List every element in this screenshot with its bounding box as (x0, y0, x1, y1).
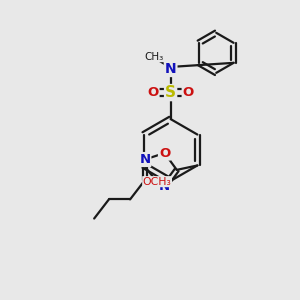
Text: CH₃: CH₃ (145, 52, 164, 62)
Text: N: N (159, 180, 170, 193)
Text: O: O (147, 86, 159, 99)
Text: N: N (139, 153, 150, 166)
Text: S: S (165, 85, 176, 100)
Text: O: O (159, 147, 170, 160)
Text: O: O (183, 86, 194, 99)
Text: OCH₃: OCH₃ (143, 177, 172, 187)
Text: N: N (165, 62, 176, 76)
